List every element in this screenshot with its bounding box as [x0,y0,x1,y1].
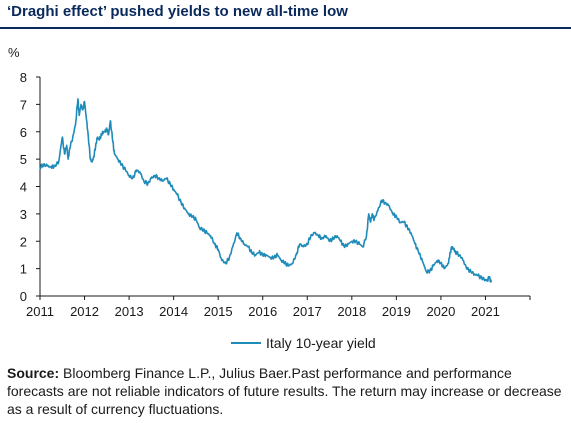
y-tick-label: 5 [20,152,27,167]
y-tick-label: 2 [20,234,27,249]
x-tick-label: 2018 [337,304,366,319]
x-tick-label: 2021 [471,304,500,319]
legend-label: Italy 10-year yield [266,335,376,351]
x-tick-label: 2014 [159,304,188,319]
title-divider [0,27,571,29]
x-tick-label: 2015 [204,304,233,319]
y-tick-label: 7 [20,97,27,112]
y-tick-label: 3 [20,207,27,222]
chart-title: ‘Draghi effect’ pushed yields to new all… [7,3,348,20]
y-tick-label: 0 [20,289,27,304]
x-tick-label: 2013 [115,304,144,319]
x-tick-label: 2011 [26,304,54,319]
y-tick-label: 4 [20,180,27,195]
y-axis: 0 1 2 3 4 5 6 7 8 [20,70,41,304]
x-tick-label: 2017 [293,304,322,319]
series-layer [39,98,492,283]
yield-line-chart: % 0 1 2 3 4 5 6 7 8 2011 2012 2013 2014 2015 2016 2017… [8,45,531,351]
y-axis-unit-label: % [8,45,20,60]
x-tick-label: 2016 [248,304,277,319]
legend: Italy 10-year yield [231,335,376,351]
x-tick-label: 2020 [426,304,455,319]
source-text: Bloomberg Finance L.P., Julius Baer.Past… [7,365,562,417]
x-tick-label: 2012 [70,304,99,319]
x-tick-label: 2019 [382,304,411,319]
source-note: Source: Bloomberg Finance L.P., Julius B… [7,364,563,418]
x-axis: 2011 2012 2013 2014 2015 2016 2017 2018 2019 2020… [26,295,531,319]
y-tick-label: 8 [20,70,27,85]
source-label: Source: [7,365,60,381]
series-line-italy-10y [39,98,492,283]
y-tick-label: 1 [20,262,27,277]
y-tick-label: 6 [20,125,27,140]
